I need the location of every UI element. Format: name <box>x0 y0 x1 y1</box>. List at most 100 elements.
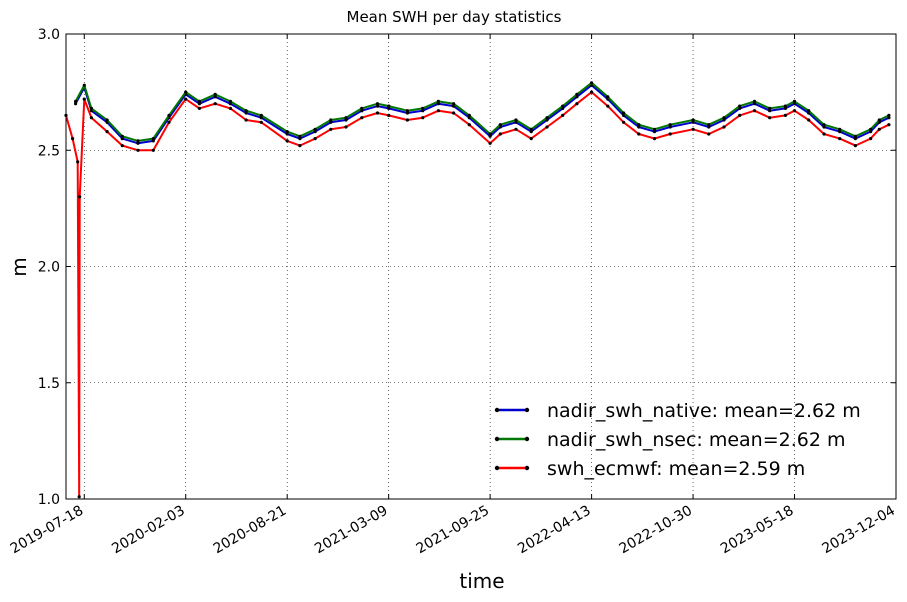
series-1-point <box>768 109 772 113</box>
series-3-point <box>545 125 549 129</box>
series-1-point <box>637 125 641 129</box>
series-1-point <box>668 125 672 129</box>
series-2-point <box>877 118 881 122</box>
series-3-point <box>360 116 364 120</box>
series-1-point <box>869 130 873 134</box>
series-3-point <box>77 495 81 499</box>
series-2-point <box>752 99 757 103</box>
series-3-point <box>869 137 873 141</box>
series-3-point <box>184 97 188 101</box>
series-2-point <box>89 106 93 110</box>
series-3-point <box>752 109 757 113</box>
series-3-point <box>498 132 502 136</box>
y-axis-label: m <box>7 257 31 276</box>
series-3-point <box>82 97 86 101</box>
series-3-point <box>298 144 302 148</box>
series-3-point <box>313 137 317 141</box>
legend-marker <box>494 465 500 471</box>
series-3-point <box>853 144 858 148</box>
series-1-point <box>298 137 302 141</box>
series-line-1 <box>74 84 890 145</box>
series-2-point <box>436 99 440 103</box>
series-2-point <box>344 116 348 120</box>
series-lines <box>64 81 891 499</box>
series-3-point <box>329 127 333 131</box>
series-2-point <box>783 104 788 108</box>
series-2-point <box>853 134 858 138</box>
series-3-point <box>452 111 456 115</box>
series-2-point <box>228 99 232 103</box>
series-3-point <box>622 120 626 124</box>
series-1-point <box>853 137 858 141</box>
series-1-point <box>436 102 440 106</box>
series-3-point <box>151 148 155 152</box>
series-1-point <box>74 102 78 106</box>
series-3-point <box>285 139 289 143</box>
series-2-point <box>259 113 263 117</box>
series-3-point <box>213 102 217 106</box>
series-3-point <box>838 137 842 141</box>
series-2-point <box>313 127 317 131</box>
x-tick-label: 2023-05-18 <box>718 503 796 558</box>
series-1-point <box>285 132 289 136</box>
series-2-point <box>329 118 333 122</box>
series-3-point <box>105 130 109 134</box>
series-3-point <box>887 123 891 127</box>
series-3-point <box>488 141 492 145</box>
x-tick-label: 2020-08-21 <box>211 503 289 558</box>
x-tick-label: 2021-09-25 <box>414 503 492 558</box>
series-2-point <box>467 113 471 117</box>
series-1-point <box>529 130 533 134</box>
legend-marker <box>524 436 530 442</box>
series-3-point <box>405 118 409 122</box>
series-2-point <box>375 102 380 106</box>
series-3-point <box>344 125 348 129</box>
series-2-point <box>488 132 492 136</box>
series-1-point <box>783 106 788 110</box>
series-2-point <box>151 137 155 141</box>
chart-title: Mean SWH per day statistics <box>347 8 562 26</box>
series-3-point <box>691 127 695 131</box>
series-2-point <box>360 106 364 110</box>
y-axis: 1.0 1.5 2.0 2.5 3.0 <box>38 27 896 508</box>
series-1-point <box>887 116 891 120</box>
series-2-point <box>244 109 248 113</box>
series-3-point <box>652 137 657 141</box>
series-3-point <box>375 111 380 115</box>
series-2-point <box>792 99 797 103</box>
series-1-point <box>375 104 380 108</box>
series-2-point <box>887 113 891 117</box>
series-2-point <box>167 113 171 117</box>
series-3-point <box>792 109 797 113</box>
series-3-point <box>807 118 811 122</box>
series-2-point <box>298 134 302 138</box>
series-3-point <box>197 106 201 110</box>
series-1-point <box>838 130 842 134</box>
series-3-point <box>259 120 263 124</box>
series-3-point <box>877 127 881 131</box>
series-1-point <box>344 118 348 122</box>
series-3-point <box>71 137 75 141</box>
series-3-point <box>529 137 533 141</box>
series-3-point <box>561 113 565 117</box>
series-3-point <box>78 195 82 199</box>
series-1-point <box>213 95 217 99</box>
series-1-point <box>244 111 248 115</box>
series-1-point <box>822 125 826 129</box>
series-1-point <box>488 134 492 138</box>
series-2-point <box>606 95 610 99</box>
series-2-point <box>722 116 726 120</box>
x-tick-label: 2021-03-09 <box>312 503 390 558</box>
series-2-point <box>622 111 626 115</box>
series-2-point <box>514 118 518 122</box>
series-2-point <box>691 118 695 122</box>
series-3-point <box>228 106 232 110</box>
series-2-point <box>197 99 201 103</box>
y-tick-label: 1.5 <box>38 376 60 392</box>
x-axis-label: time <box>459 569 504 593</box>
x-tick-label: 2019-07-18 <box>8 503 86 558</box>
series-2-point <box>807 109 811 113</box>
series-3-point <box>738 113 742 117</box>
series-3-point <box>822 132 826 136</box>
